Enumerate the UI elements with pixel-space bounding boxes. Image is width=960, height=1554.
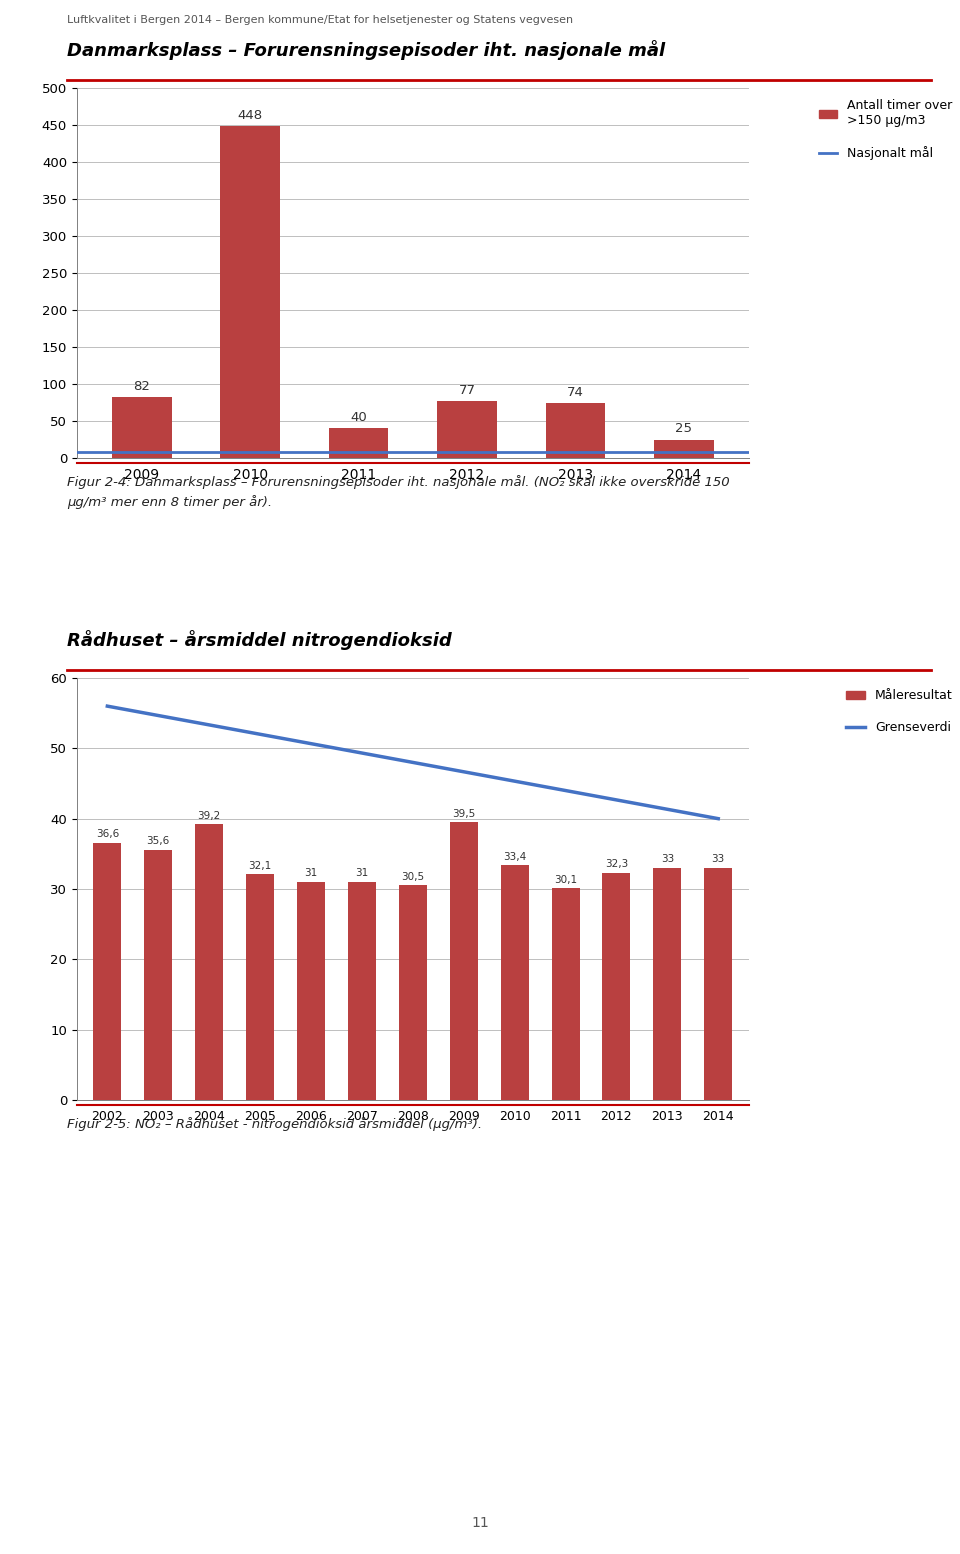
- Bar: [221, 126, 280, 458]
- Text: 448: 448: [238, 109, 263, 123]
- Legend: Måleresultat, Grenseverdi: Måleresultat, Grenseverdi: [841, 684, 957, 740]
- Text: Figur 2-4: Danmarksplass – Forurensningsepisoder iht. nasjonale mål. (NO₂ skal i: Figur 2-4: Danmarksplass – Forurensnings…: [67, 476, 730, 490]
- Text: Luftkvalitet i Bergen 2014 – Bergen kommune/Etat for helsetjenester og Statens v: Luftkvalitet i Bergen 2014 – Bergen komm…: [67, 16, 573, 25]
- Text: 11: 11: [471, 1517, 489, 1531]
- Bar: [654, 440, 713, 458]
- Bar: [398, 886, 427, 1100]
- Text: µg/m³ mer enn 8 timer per år).: µg/m³ mer enn 8 timer per år).: [67, 496, 273, 510]
- Bar: [552, 889, 580, 1100]
- Text: 25: 25: [675, 423, 692, 435]
- Bar: [449, 822, 478, 1100]
- Bar: [654, 867, 682, 1100]
- Bar: [144, 850, 172, 1100]
- Bar: [705, 867, 732, 1100]
- Bar: [603, 873, 631, 1100]
- Text: 33,4: 33,4: [503, 852, 526, 861]
- Bar: [297, 883, 325, 1100]
- Text: 35,6: 35,6: [147, 836, 170, 845]
- Text: 74: 74: [567, 385, 584, 399]
- Text: 33: 33: [711, 855, 725, 864]
- Text: 77: 77: [459, 384, 475, 396]
- Bar: [195, 824, 223, 1100]
- Text: 32,3: 32,3: [605, 859, 628, 869]
- Bar: [500, 866, 529, 1100]
- Bar: [329, 429, 389, 458]
- Text: 30,5: 30,5: [401, 872, 424, 883]
- Bar: [93, 842, 121, 1100]
- Text: 30,1: 30,1: [554, 875, 577, 884]
- Legend: Antall timer over
>150 µg/m3, Nasjonalt mål: Antall timer over >150 µg/m3, Nasjonalt …: [813, 95, 957, 165]
- Text: Danmarksplass – Forurensningsepisoder iht. nasjonale mål: Danmarksplass – Forurensningsepisoder ih…: [67, 40, 665, 61]
- Text: 39,2: 39,2: [198, 811, 221, 821]
- Text: 31: 31: [304, 869, 318, 878]
- Text: 32,1: 32,1: [249, 861, 272, 870]
- Bar: [348, 883, 376, 1100]
- Text: Figur 2-5: NO₂ – Rådhuset - nitrogendioksid årsmiddel (µg/m³).: Figur 2-5: NO₂ – Rådhuset - nitrogendiok…: [67, 1117, 482, 1131]
- Text: 36,6: 36,6: [96, 830, 119, 839]
- Text: 33: 33: [660, 855, 674, 864]
- Bar: [246, 875, 274, 1100]
- Text: 82: 82: [133, 379, 151, 393]
- Text: 31: 31: [355, 869, 369, 878]
- Bar: [545, 402, 605, 458]
- Bar: [437, 401, 497, 458]
- Text: Rådhuset – årsmiddel nitrogendioksid: Rådhuset – årsmiddel nitrogendioksid: [67, 629, 452, 650]
- Text: 39,5: 39,5: [452, 808, 475, 819]
- Text: 40: 40: [350, 410, 367, 424]
- Bar: [112, 398, 172, 458]
